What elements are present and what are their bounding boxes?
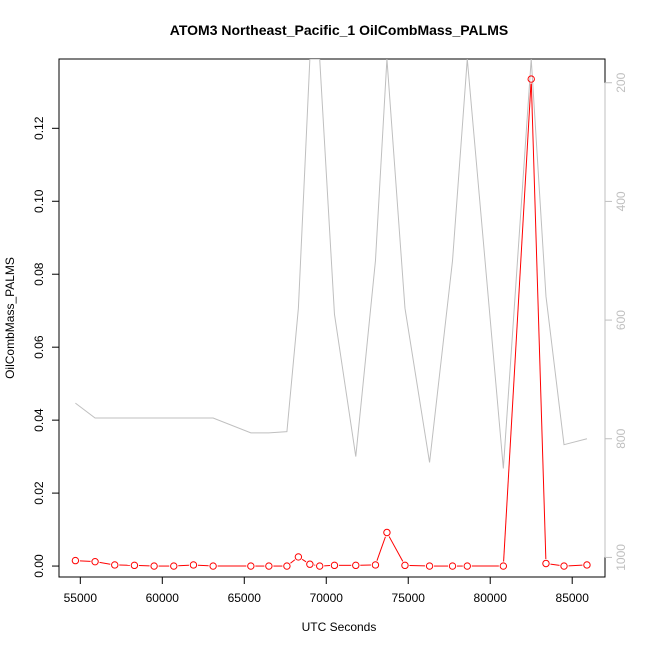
plot-series — [71, 59, 591, 570]
data-point — [425, 562, 434, 570]
series-segment — [568, 564, 583, 567]
series-segment — [530, 83, 547, 560]
data-point — [371, 561, 380, 569]
data-point — [130, 561, 139, 570]
x-axis-label: UTC Seconds — [302, 620, 377, 634]
series-segment — [99, 561, 111, 565]
series-segment — [376, 536, 386, 561]
y-tick-label: 0.12 — [32, 116, 46, 140]
x-tick-label: 80000 — [474, 591, 508, 605]
data-point — [560, 562, 568, 570]
data-point — [330, 561, 339, 570]
data-point — [71, 556, 80, 565]
x-tick-label: 85000 — [556, 591, 590, 605]
y-tick-label: 0.02 — [32, 481, 46, 505]
x-tick-label: 65000 — [228, 591, 262, 605]
x-tick-label: 75000 — [392, 591, 426, 605]
data-point — [527, 75, 535, 83]
y-tick-label: 0.00 — [32, 554, 46, 578]
data-point — [247, 562, 255, 570]
y2-tick-label: 800 — [614, 428, 628, 448]
series-segment — [79, 560, 91, 562]
y2-tick-label: 1000 — [614, 544, 628, 571]
data-point — [583, 561, 591, 569]
data-point — [265, 562, 273, 570]
data-point — [91, 557, 99, 566]
data-point — [542, 559, 550, 568]
series-segment — [301, 558, 307, 563]
data-point — [209, 562, 217, 570]
secondary-series — [75, 59, 588, 469]
data-point — [448, 562, 457, 570]
data-point — [401, 561, 409, 570]
data-point — [294, 553, 303, 561]
data-point — [463, 562, 471, 570]
y-axis-label: OilCombMass_PALMS — [3, 257, 17, 379]
series-segment — [388, 536, 404, 562]
data-point — [170, 562, 178, 570]
chart-title: ATOM3 Northeast_Pacific_1 OilCombMass_PA… — [170, 22, 508, 38]
data-point — [111, 561, 119, 569]
x-tick-label: 60000 — [146, 591, 180, 605]
y2-tick-label: 600 — [614, 310, 628, 330]
data-point — [316, 562, 324, 570]
y-axis: 0.00 0.02 0.04 0.06 0.08 0.10 0.12 — [32, 116, 60, 578]
data-point — [499, 562, 508, 570]
y-tick-label: 0.10 — [32, 189, 46, 213]
series-segment — [197, 564, 209, 567]
y2-tick-label: 200 — [614, 72, 628, 92]
x-axis: 55000 60000 65000 70000 75000 80000 85000 — [64, 576, 590, 605]
secondary-y-axis: 200 400 600 800 1000 — [604, 72, 628, 571]
series-segment — [550, 563, 560, 566]
series-segment — [290, 559, 296, 564]
data-point — [150, 562, 158, 570]
primary-series — [71, 75, 591, 570]
y-tick-label: 0.08 — [32, 262, 46, 286]
x-tick-label: 55000 — [64, 591, 98, 605]
y2-tick-label: 400 — [614, 191, 628, 211]
y-tick-label: 0.04 — [32, 408, 46, 432]
series-line — [75, 59, 588, 469]
series-segment — [503, 83, 532, 562]
data-point — [352, 561, 360, 570]
data-point — [383, 528, 391, 537]
data-point — [283, 562, 291, 570]
series-segment — [178, 564, 189, 567]
x-tick-label: 70000 — [310, 591, 344, 605]
data-point — [189, 561, 198, 569]
y-tick-label: 0.06 — [32, 335, 46, 359]
data-point — [306, 560, 314, 568]
plot-frame — [58, 58, 606, 578]
